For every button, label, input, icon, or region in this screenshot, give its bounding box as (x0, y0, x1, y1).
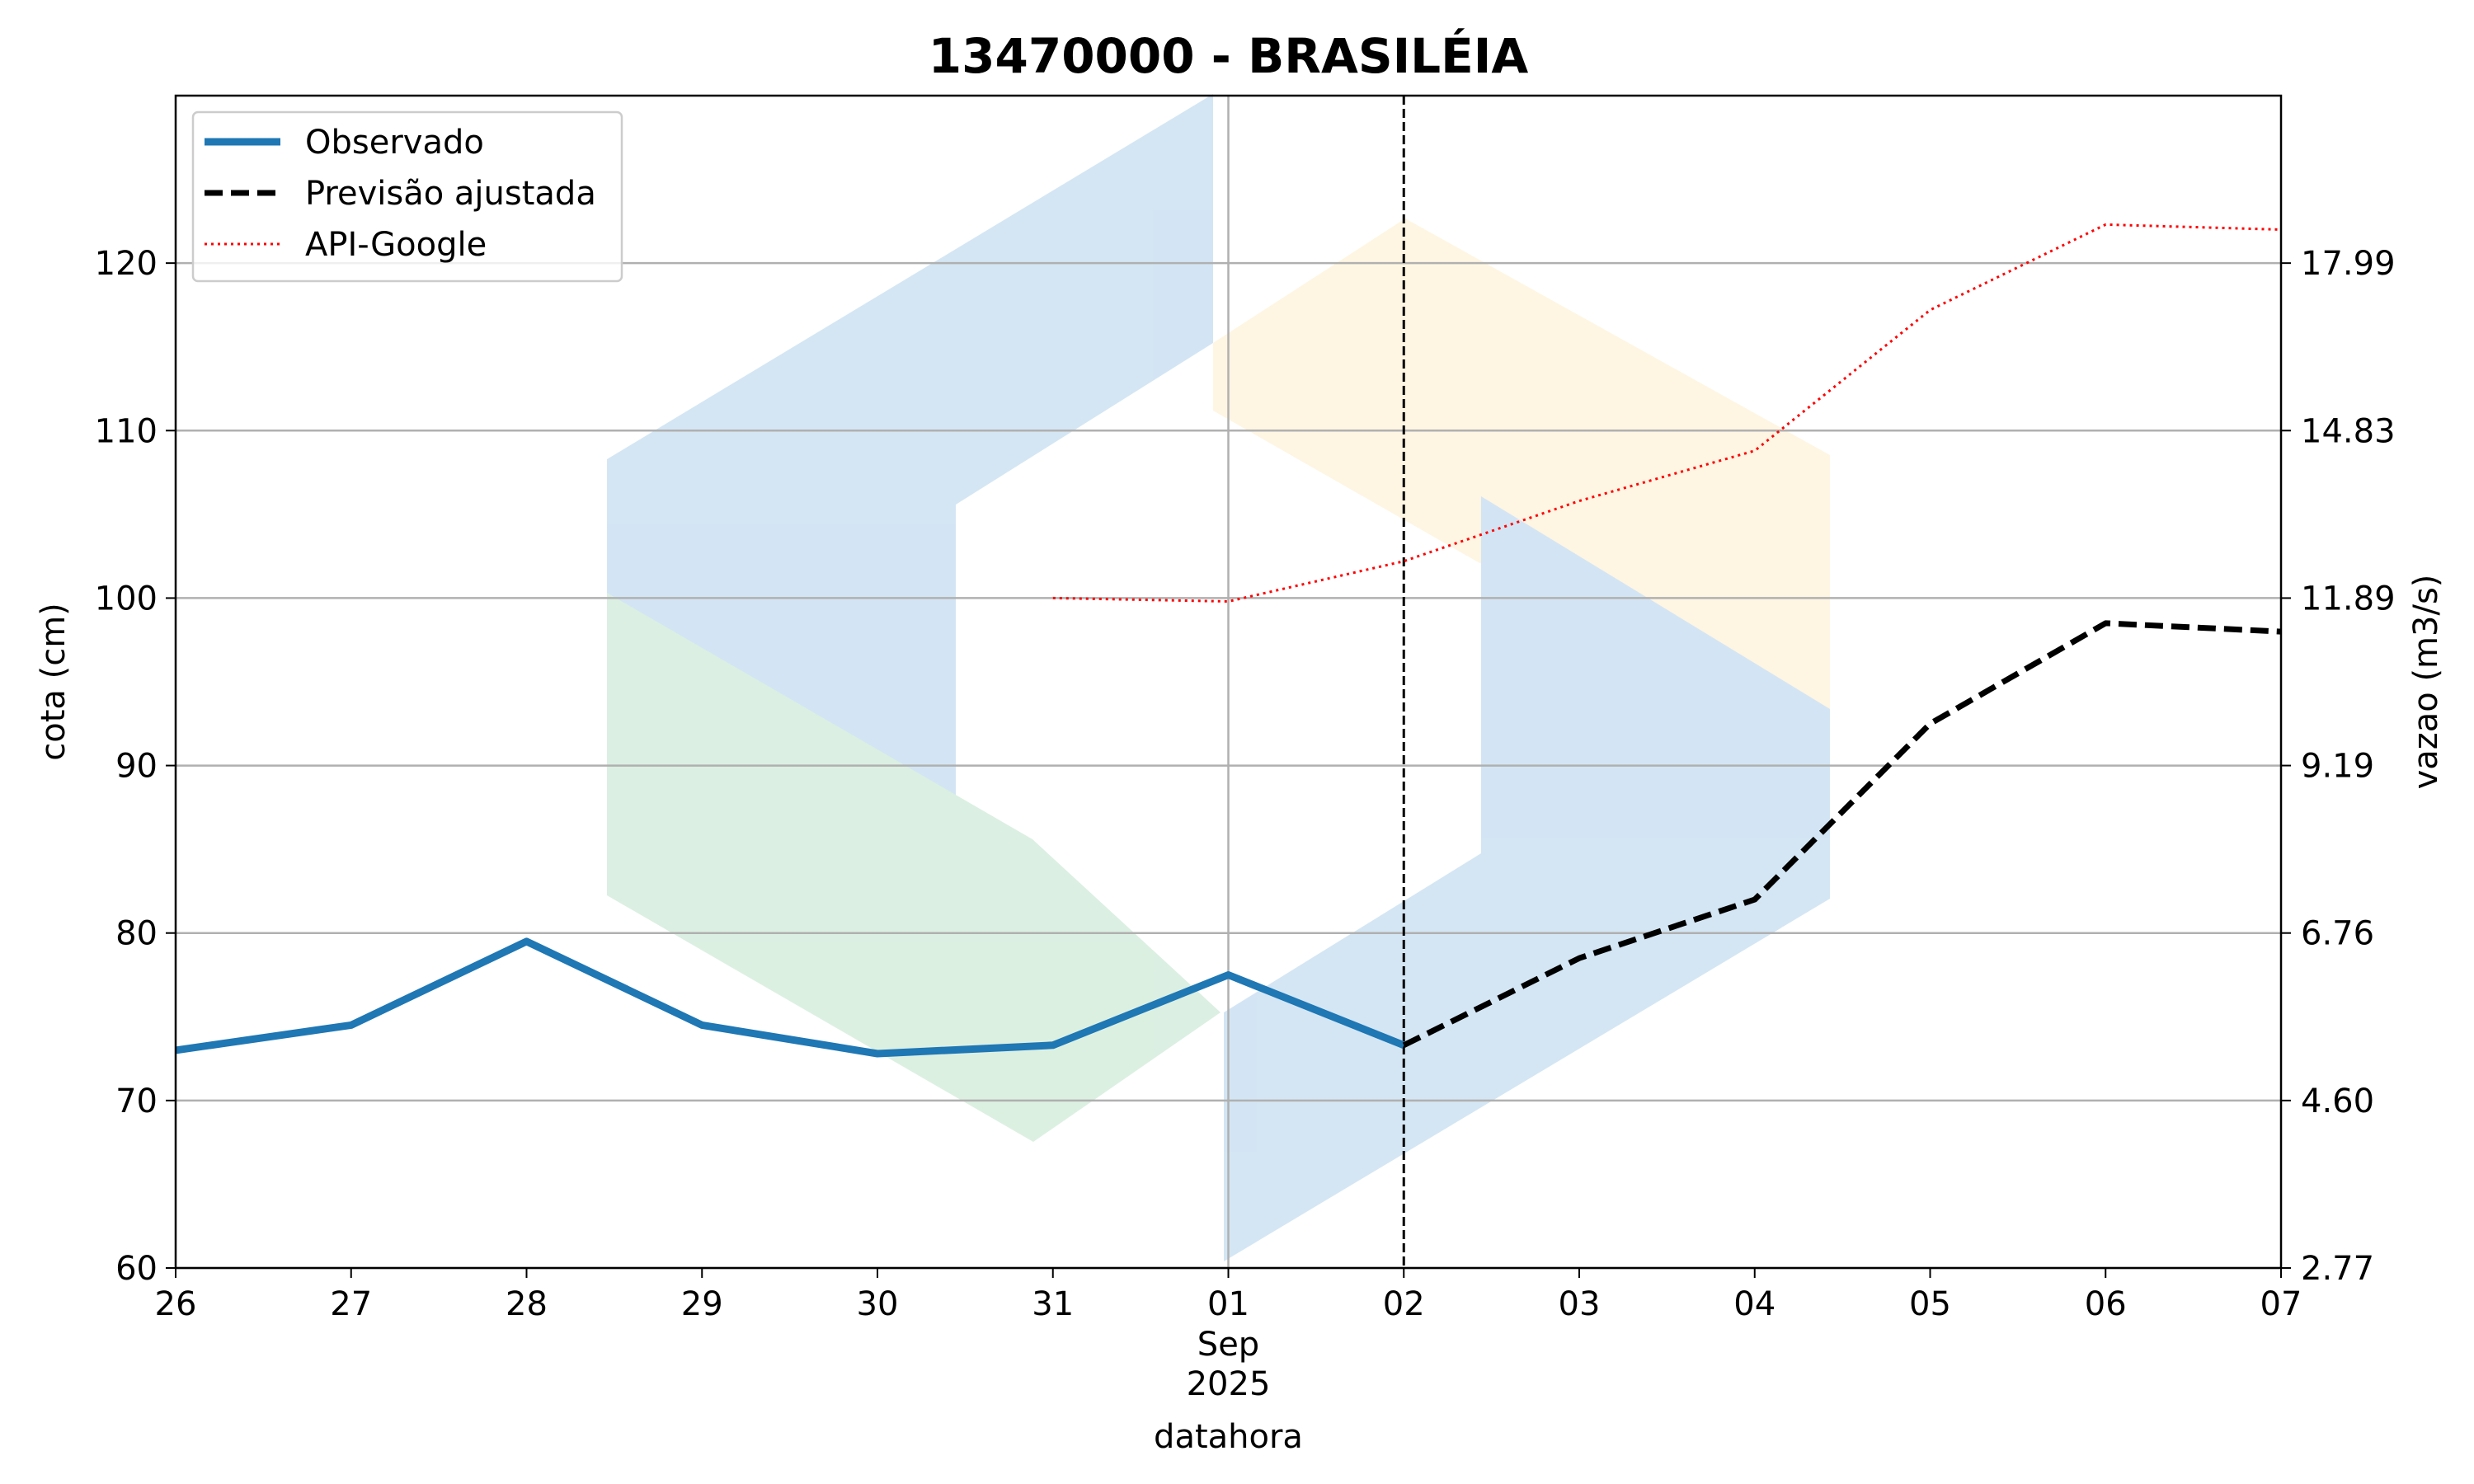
legend: Observado Previsão ajustada API-Google (191, 110, 623, 283)
legend-label-2: API-Google (305, 226, 487, 264)
y-tick-label: 120 (95, 245, 158, 283)
chart-title: 13470000 - BRASILÉIA (929, 27, 1529, 84)
x-tick-month-label: Sep (1197, 1326, 1259, 1364)
x-tick-label: 27 (330, 1285, 372, 1323)
y2-tick-label: 9.19 (2301, 748, 2374, 786)
y2-tick-label: 11.89 (2301, 580, 2396, 618)
x-tick-label: 04 (1733, 1285, 1776, 1323)
x-tick-label: 07 (2260, 1285, 2302, 1323)
y-tick-label: 60 (115, 1250, 158, 1288)
x-tick-label: 01 (1207, 1285, 1249, 1323)
y-axis-label: cota (cm) (35, 603, 73, 761)
x-tick-label: 30 (857, 1285, 899, 1323)
y2-tick-label: 2.77 (2301, 1250, 2374, 1288)
y-tick-label: 110 (95, 412, 158, 450)
series-line-0 (175, 937, 1405, 1058)
legend-label-1: Previsão ajustada (305, 175, 596, 213)
x-tick-label: 05 (1909, 1285, 1951, 1323)
x-axis-label: datahora (1154, 1418, 1303, 1456)
x-tick-label: 06 (2085, 1285, 2127, 1323)
y-tick-label: 70 (115, 1082, 158, 1120)
x-tick-year-label: 2025 (1187, 1365, 1271, 1403)
y2-tick-label: 14.83 (2301, 412, 2396, 450)
y2-tick-label: 6.76 (2301, 915, 2374, 953)
legend-box (191, 110, 623, 283)
y-tick-label: 90 (115, 748, 158, 786)
y-tick-label: 80 (115, 915, 158, 953)
x-axis-ticks: 26 27 28 29 30 31 01 02 03 04 05 06 07 (155, 1268, 2302, 1323)
legend-label-0: Observado (305, 124, 484, 162)
series-layer (175, 96, 2282, 1268)
x-tick-label: 28 (506, 1285, 548, 1323)
series-line-2 (1052, 223, 2282, 603)
x-tick-label: 29 (681, 1285, 723, 1323)
y-tick-label: 100 (95, 580, 158, 618)
x-tick-label: 26 (155, 1285, 197, 1323)
x-tick-label: 03 (1559, 1285, 1601, 1323)
y2-axis-label: vazao (m3/s) (2407, 575, 2445, 790)
x-tick-label: 02 (1383, 1285, 1425, 1323)
y-axis-ticks: 60 70 80 90 100 110 120 (95, 245, 176, 1288)
series-line-1 (1402, 620, 2282, 1048)
y2-axis-ticks: 2.77 4.60 6.76 9.19 11.89 14.83 17.99 (2281, 245, 2396, 1288)
x-tick-label: 31 (1032, 1285, 1074, 1323)
y2-tick-label: 17.99 (2301, 245, 2396, 283)
watermark-logo (607, 94, 1830, 1261)
y2-tick-label: 4.60 (2301, 1082, 2374, 1120)
